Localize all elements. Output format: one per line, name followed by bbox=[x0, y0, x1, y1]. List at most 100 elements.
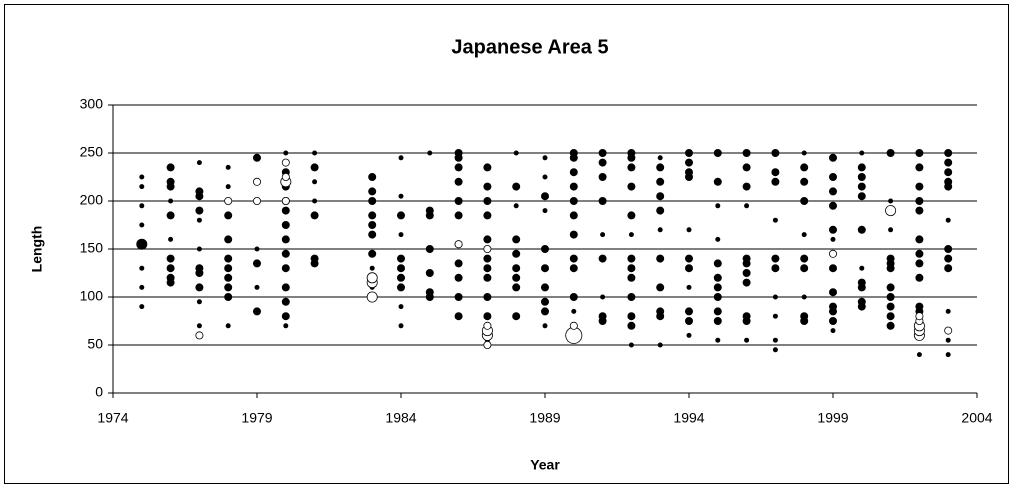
bubble bbox=[454, 177, 463, 186]
y-tick-label: 100 bbox=[80, 288, 104, 304]
bubble bbox=[657, 342, 663, 348]
bubble bbox=[627, 312, 636, 321]
bubble bbox=[886, 292, 895, 301]
bubble bbox=[224, 254, 233, 263]
x-tick-label: 1994 bbox=[673, 410, 704, 426]
bubble bbox=[857, 172, 866, 181]
bubble bbox=[541, 192, 550, 201]
bubble bbox=[166, 264, 175, 273]
bubble bbox=[656, 254, 665, 263]
bubble bbox=[656, 307, 665, 316]
bubble bbox=[166, 211, 175, 220]
bubble bbox=[283, 323, 289, 329]
bubble bbox=[742, 148, 751, 157]
bubble bbox=[454, 259, 463, 268]
bubble bbox=[139, 284, 145, 290]
bubble bbox=[772, 337, 778, 343]
bubble bbox=[628, 342, 634, 348]
bubble bbox=[512, 249, 521, 258]
bubble bbox=[139, 184, 145, 190]
bubble bbox=[512, 235, 521, 244]
bubble bbox=[886, 321, 895, 330]
bubble bbox=[685, 168, 694, 177]
bubble bbox=[196, 323, 202, 329]
y-tick-label: 50 bbox=[87, 336, 103, 352]
bubble bbox=[224, 264, 233, 273]
bubble bbox=[944, 244, 953, 253]
bubble bbox=[454, 163, 463, 172]
bubble bbox=[454, 312, 463, 321]
bubble bbox=[569, 148, 578, 157]
bubble bbox=[224, 292, 233, 301]
bubble bbox=[195, 283, 204, 292]
bubble bbox=[168, 236, 174, 242]
bubble bbox=[627, 273, 636, 282]
bubble bbox=[252, 259, 261, 268]
bubble bbox=[281, 283, 290, 292]
chart-border bbox=[4, 4, 1009, 484]
bubble bbox=[254, 284, 260, 290]
bubble bbox=[281, 158, 290, 167]
bubble bbox=[915, 312, 924, 321]
bubble bbox=[542, 208, 548, 214]
bubble bbox=[168, 198, 174, 204]
bubble bbox=[829, 201, 838, 210]
bubble bbox=[600, 294, 606, 300]
bubble bbox=[859, 265, 865, 271]
bubble bbox=[368, 230, 377, 239]
bubble bbox=[312, 150, 318, 156]
bubble bbox=[627, 254, 636, 263]
bubble bbox=[857, 278, 866, 287]
bubble bbox=[886, 302, 895, 311]
bubble bbox=[454, 292, 463, 301]
bubble bbox=[715, 236, 721, 242]
bubble bbox=[398, 304, 404, 310]
bubble bbox=[224, 235, 233, 244]
bubble bbox=[483, 182, 492, 191]
bubble bbox=[656, 163, 665, 172]
bubble bbox=[713, 148, 722, 157]
bubble bbox=[483, 211, 492, 220]
bubble bbox=[225, 164, 231, 170]
bubble bbox=[685, 148, 694, 157]
bubble bbox=[656, 192, 665, 201]
y-tick-label: 200 bbox=[80, 192, 104, 208]
bubble bbox=[598, 254, 607, 263]
bubble bbox=[541, 244, 550, 253]
bubble bbox=[857, 182, 866, 191]
bubble bbox=[713, 283, 722, 292]
bubble bbox=[598, 158, 607, 167]
bubble bbox=[281, 196, 290, 205]
bubble bbox=[396, 283, 405, 292]
bubble bbox=[427, 150, 433, 156]
bubble bbox=[281, 235, 290, 244]
bubble bbox=[483, 196, 492, 205]
bubble bbox=[742, 182, 751, 191]
bubble bbox=[685, 254, 694, 263]
bubble bbox=[772, 313, 778, 319]
bubble bbox=[915, 259, 924, 268]
bubble bbox=[830, 328, 836, 334]
bubble bbox=[685, 307, 694, 316]
bubble bbox=[945, 308, 951, 314]
bubble bbox=[857, 297, 866, 306]
bubble bbox=[398, 155, 404, 161]
bubble bbox=[196, 217, 202, 223]
bubble bbox=[569, 292, 578, 301]
bubble bbox=[888, 227, 894, 233]
bubble bbox=[541, 297, 550, 306]
bubble bbox=[598, 196, 607, 205]
bubble bbox=[310, 163, 319, 172]
bubble bbox=[713, 307, 722, 316]
bubble bbox=[225, 184, 231, 190]
bubble bbox=[915, 302, 924, 311]
bubble bbox=[425, 206, 434, 215]
bubble bbox=[196, 160, 202, 166]
bubble bbox=[281, 297, 290, 306]
bubble bbox=[512, 273, 521, 282]
bubble bbox=[569, 182, 578, 191]
bubble bbox=[483, 292, 492, 301]
bubble bbox=[713, 316, 722, 325]
bubble bbox=[398, 323, 404, 329]
bubble bbox=[224, 211, 233, 220]
